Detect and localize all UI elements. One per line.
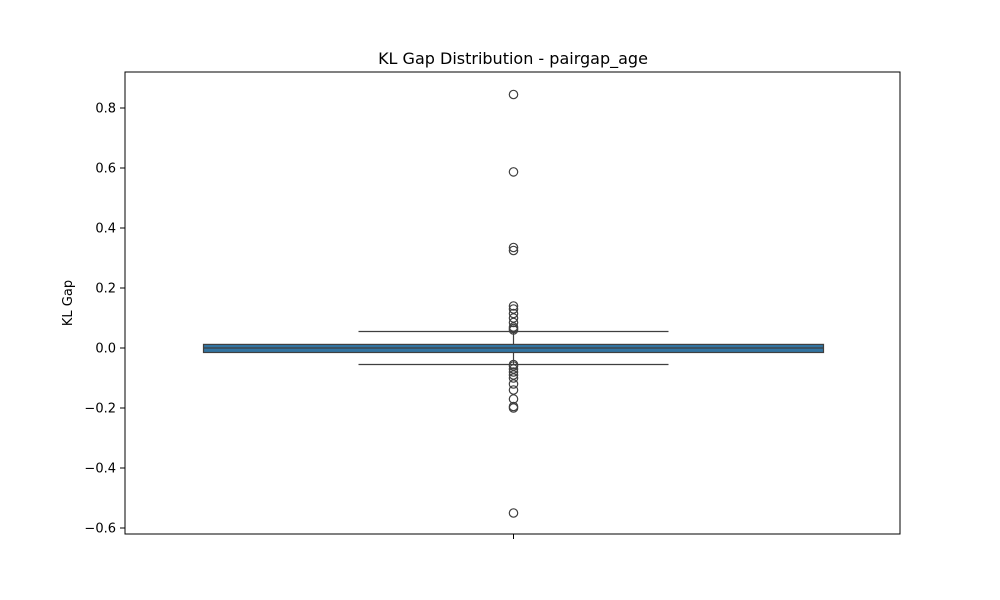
outlier-point (508, 367, 519, 377)
y-tick-label: 0.4 (95, 222, 116, 237)
y-axis-label: KL Gap (61, 280, 76, 326)
outlier-point (508, 394, 519, 404)
y-tick-label: 0.0 (95, 342, 116, 357)
outlier-point (508, 373, 519, 383)
outlier-point (508, 313, 519, 323)
y-tick-label: 0.2 (95, 282, 116, 297)
outlier-point (508, 370, 519, 380)
outlier-point (508, 385, 519, 395)
outlier-point (508, 301, 519, 311)
outlier-point (508, 325, 519, 335)
outlier-point (508, 304, 519, 314)
y-tick-label: 0.8 (95, 102, 116, 117)
chart-title: KL Gap Distribution - pairgap_age (378, 49, 648, 69)
y-tick-label: −0.4 (84, 462, 116, 477)
outlier-point (508, 508, 519, 518)
outlier-point (508, 403, 519, 413)
y-axis-ticks: −0.6 −0.4 −0.2 0.0 0.2 0.4 0.6 0.8 (84, 102, 514, 539)
outlier-point (508, 364, 519, 374)
plot-frame (124, 71, 901, 535)
outlier-point (508, 167, 519, 177)
outlier-point (508, 308, 519, 319)
y-tick-label: −0.6 (84, 522, 116, 537)
outlier-point (508, 89, 519, 100)
y-tick-label: −0.2 (84, 402, 116, 417)
outlier-point (508, 317, 519, 328)
plot-area (202, 89, 825, 518)
y-tick-label: 0.6 (95, 162, 116, 177)
outlier-point (508, 361, 519, 371)
outlier-point (508, 245, 519, 256)
outlier-point (508, 379, 519, 389)
outlier-point (508, 242, 519, 253)
